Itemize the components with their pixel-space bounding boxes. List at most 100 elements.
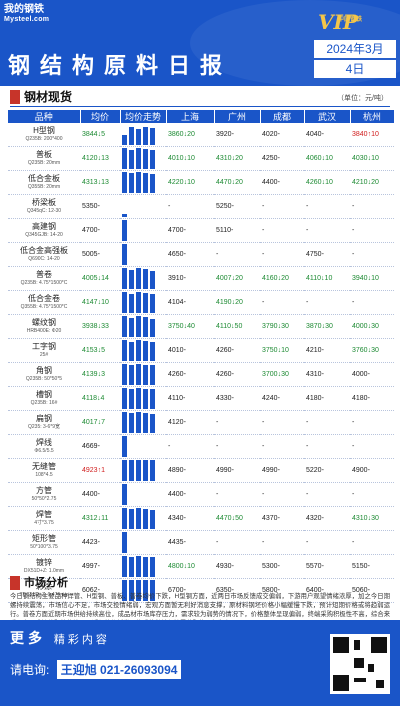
consult-label: 请电询: [10,663,50,677]
product-cell: 低合金卷 Q355B: 4.75*1500*C [8,290,80,315]
trend-bar [143,557,148,577]
table-row: 焊线 Φ6.5/5.5 4669- - - - - - [8,434,394,459]
trend-bar [122,172,127,193]
trend-bar [122,484,127,505]
city-price-wh: - [304,290,350,315]
product-cell: 角钢 Q235B: 50*50*5 [8,362,80,387]
city-price-wh: 4110↓10 [304,266,350,291]
market-section-header: 市场分析 [10,574,390,592]
column-header: 广州 [214,110,261,123]
avg-trend [120,434,166,459]
city-price-gz: 4470↓20 [214,170,260,195]
table-row: 低合金板 Q355B: 20mm 4313↓13 4220↓10 4470↓20 4400… [8,170,394,195]
city-price-hz: 4000- [350,362,394,387]
qr-code-icon[interactable] [330,634,390,694]
table-row: 低合金高强板 Q690C: 14-20 5005- 4650- - -4750- - [8,242,394,267]
avg-trend [120,578,166,603]
city-price-sh: 4120- [166,410,214,435]
product-spec: Q690C: 14-20 [28,256,60,262]
city-price-gz: 5110- [214,218,260,243]
trend-bar [150,510,155,529]
avg-price: 4997- [80,554,120,579]
table-row: 彩涂 TDC51D+Z: 0.476mm 6062- 6700- 6350- 5800- 6… [8,578,394,603]
avg-price: 4312↓11 [80,506,120,531]
product-name: 焊管 [36,510,52,519]
trend-bar [129,342,134,361]
product-spec: TDC51D+Z: 0.476mm [19,592,69,598]
city-price-cd: 5300- [260,554,304,579]
trend-bar [122,220,127,241]
more-label: 更多 [10,630,46,646]
trend-bar [136,460,141,481]
trend-bar [122,508,127,529]
date-day: 4日 [314,60,396,78]
trend-bar [129,270,134,289]
city-price-sh: 4104- [166,290,214,315]
city-price-cd: 4400- [260,170,304,195]
city-price-hz: - [350,242,394,267]
table-row: H型钢 Q235B: 200*400 3844↓5 3860↓20 3920- 4020-… [8,123,394,147]
trend-bar [122,316,127,337]
table-row: 矩形管 50*100*3.75 4423- 4435- - - - - [8,530,394,555]
date-year-month: 2024年3月 [314,40,396,58]
trend-bar [143,413,148,433]
city-price-wh: 6400- [304,578,350,603]
city-price-hz: 4900- [350,458,394,483]
city-price-wh: 4180- [304,386,350,411]
trend-bar [150,319,155,337]
product-cell: 方管 50*50*2.75 [8,482,80,507]
trend-bar [122,292,127,313]
city-price-gz: 4930- [214,554,260,579]
table-row: 工字钢 25# 4153↓5 4010- 4260- 3750↓10 4210- 3760↓3… [8,338,394,363]
trend-bar [129,509,134,529]
avg-trend [120,458,166,483]
product-name: 低合金高强板 [20,246,68,255]
city-price-wh: 4750- [304,242,350,267]
city-price-sh: 4800↓10 [166,554,214,579]
city-price-cd: - [260,218,304,243]
logo-domain: Mysteel.com [4,16,50,23]
city-price-wh: 3870↓30 [304,314,350,339]
city-price-gz: 4260- [214,362,260,387]
product-cell: 普卷 Q235B: 4.75*1500*C [8,266,80,291]
city-price-cd: - [260,194,304,219]
product-spec: 25# [39,352,49,358]
trend-bar [129,127,134,145]
city-price-cd: 4020- [260,123,304,147]
column-header: 上海 [166,110,215,123]
trend-bar [143,149,148,169]
avg-price: 4120↓13 [80,146,120,171]
consult-contact[interactable]: 王迎旭 021-26093094 [56,660,182,679]
trend-bar [150,294,155,313]
section-marker [10,576,20,590]
city-price-sh: 3910- [166,266,214,291]
trend-bar [129,294,134,313]
product-cell: 矩形管 50*100*3.75 [8,530,80,555]
city-price-cd: - [260,410,304,435]
trend-bar [150,414,155,433]
city-price-gz: 4110↓50 [214,314,260,339]
avg-trend [120,242,166,267]
trend-bar [143,293,148,313]
trend-bar [136,556,141,577]
table-row: 普卷 Q235B: 4.75*1500*C 4005↓14 3910- 4007↓20 4… [8,266,394,291]
city-price-gz: - [214,434,260,459]
city-price-wh: 5220- [304,458,350,483]
city-price-hz: 4310↓30 [350,506,394,531]
trend-bar [122,412,127,433]
trend-bar [143,509,148,529]
table-row: 高建钢 Q345GJB: 14-20 4700- 4700- 5110- - - - [8,218,394,243]
trend-bar [136,412,141,433]
city-price-cd: 4250- [260,146,304,171]
avg-trend [120,530,166,555]
trend-bar [143,317,148,337]
city-price-cd: - [260,242,304,267]
column-header: 均价 [80,110,121,123]
product-cell: 低合金高强板 Q690C: 14-20 [8,242,80,267]
city-price-gz: 4330- [214,386,260,411]
city-price-sh: 3750↓40 [166,314,214,339]
avg-price: 4005↓14 [80,266,120,291]
trend-bar [122,148,127,169]
table-row: 扁钢 Q235: 3-6*9宽 4017↓7 4120- - - - - [8,410,394,435]
table-row: 无缝管 108*4.5 4923↑1 4890- 4990- 4990- 5220- 4900… [8,458,394,483]
